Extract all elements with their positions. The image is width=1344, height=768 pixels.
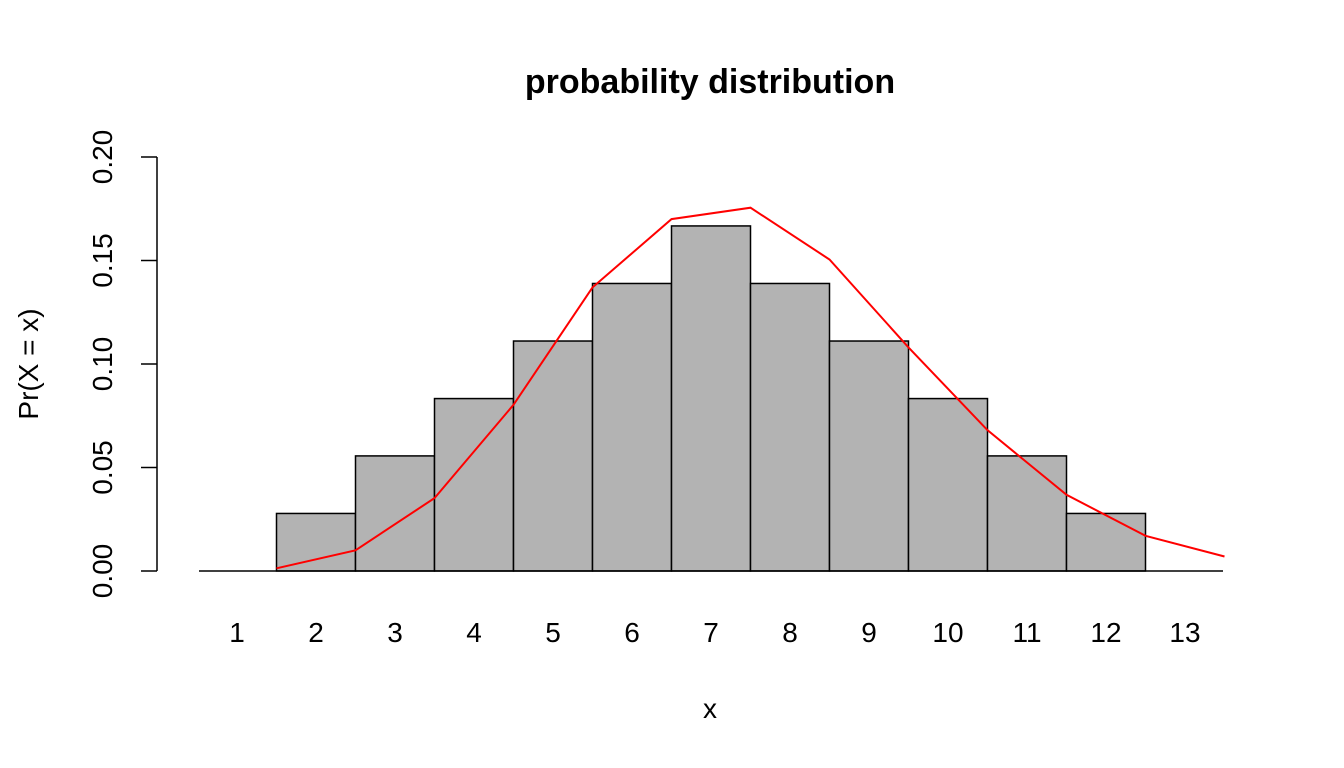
- x-tick-label: 13: [1169, 617, 1200, 648]
- bar: [749, 282, 831, 572]
- x-tick-label: 10: [932, 617, 963, 648]
- y-tick-label: 0.15: [87, 233, 118, 288]
- y-axis-label: Pr(X = x): [13, 308, 44, 419]
- x-tick-labels: 1 2 3 4 5 6 7 8 9 10 11 12 13: [229, 617, 1200, 648]
- bar: [828, 340, 910, 572]
- x-tick-label: 1: [229, 617, 245, 648]
- bar: [591, 282, 673, 572]
- chart-title: probability distribution: [525, 63, 895, 101]
- bar: [275, 512, 357, 572]
- bar: [670, 225, 752, 572]
- x-tick-label: 3: [387, 617, 403, 648]
- y-tick-label: 0.05: [87, 440, 118, 495]
- bar: [907, 397, 989, 572]
- density-curve: [276, 206, 1225, 570]
- x-tick-label: 6: [624, 617, 640, 648]
- x-tick-label: 11: [1012, 617, 1041, 648]
- bar: [1065, 512, 1147, 572]
- bars: [275, 225, 1147, 572]
- y-tick-label: 0.20: [87, 130, 118, 185]
- x-tick-label: 12: [1090, 617, 1121, 648]
- y-axis: 0.00 0.05 0.10 0.15 0.20: [87, 130, 158, 599]
- x-axis-label: x: [703, 693, 717, 724]
- x-tick-label: 4: [466, 617, 482, 648]
- bar: [986, 455, 1068, 572]
- y-tick-label: 0.10: [87, 337, 118, 392]
- bar: [512, 340, 594, 572]
- x-tick-label: 8: [782, 617, 798, 648]
- x-tick-label: 9: [861, 617, 877, 648]
- x-tick-label: 7: [703, 617, 719, 648]
- x-tick-label: 2: [308, 617, 324, 648]
- x-tick-label: 5: [545, 617, 561, 648]
- y-tick-label: 0.00: [87, 544, 118, 599]
- bar: [354, 455, 436, 572]
